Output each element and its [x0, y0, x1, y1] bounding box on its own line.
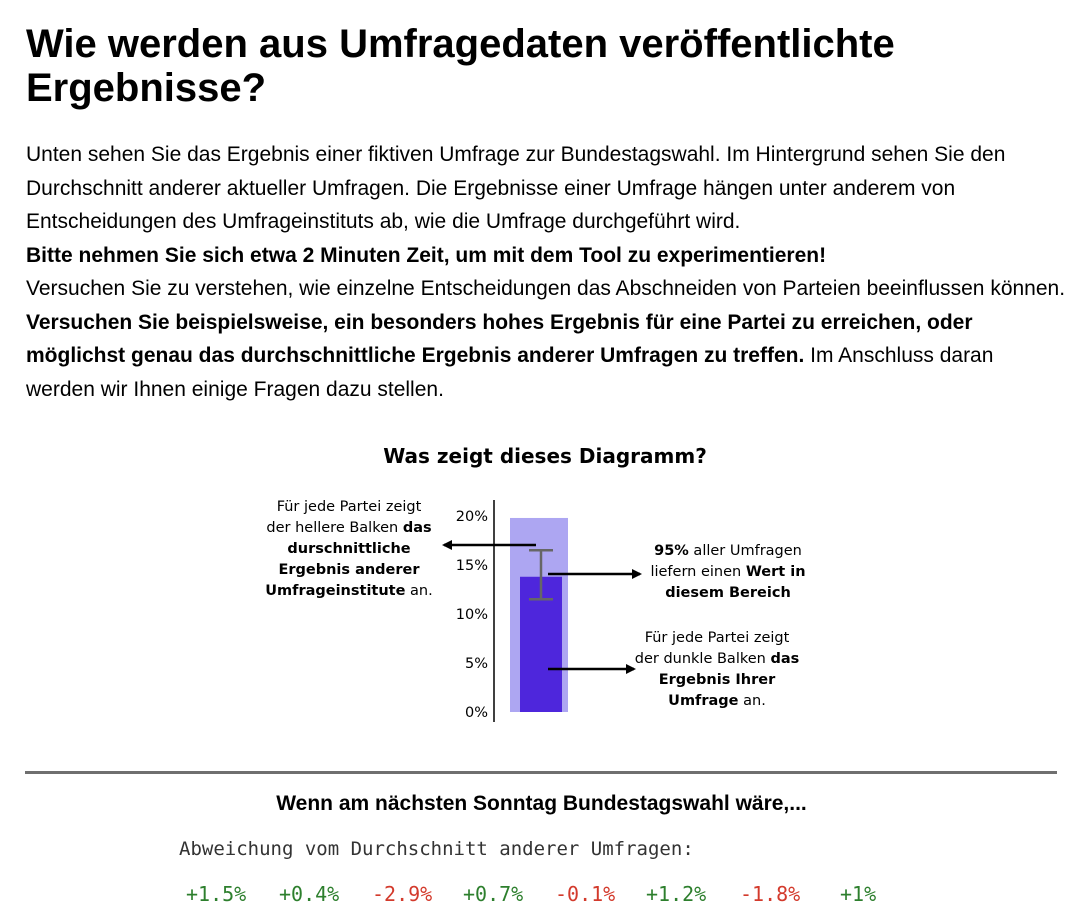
y-axis-ticks: 0% 5% 10% 15% 20%: [456, 509, 488, 721]
light-bar-note-line: Für jede Partei zeigt: [276, 499, 422, 515]
dark-bar-explanation: Für jede Partei zeigt der dunkle Balken …: [617, 628, 817, 712]
y-tick-label: 20%: [456, 509, 488, 525]
range-note-bold: 95%: [654, 543, 689, 559]
dark-bar-note-line: Umfrage an.: [617, 691, 817, 712]
range-note-line: liefern einen Wert in: [628, 562, 828, 583]
light-bar-note-line: Ergebnis anderer: [254, 560, 444, 581]
dark-bar-note-line: Ergebnis Ihrer: [617, 670, 817, 691]
light-bar-note-line: Umfrageinstitute an.: [254, 581, 444, 602]
deviation-value: +1%: [840, 882, 877, 906]
intro-text: Unten sehen Sie das Ergebnis einer fikti…: [26, 138, 1066, 406]
light-bar-note-bold: durschnittliche: [287, 541, 411, 557]
dark-bar-note-text: der dunkle Balken: [634, 651, 771, 667]
intro-task-end: Im Anschluss daran werden wir Ihnen eini…: [26, 344, 994, 401]
dark-bar-note-bold: Ergebnis Ihrer: [658, 672, 776, 688]
diagram-title: Was zeigt dieses Diagramm?: [383, 444, 707, 468]
light-bar-note-text: der hellere Balken: [266, 520, 403, 536]
range-note-bold: diesem Bereich: [665, 585, 791, 601]
light-bar-note-bold: Umfrageinstitute: [265, 583, 406, 599]
intro-task: Versuchen Sie zu verstehen, wie einzelne…: [26, 272, 1066, 406]
section-divider: [25, 771, 1057, 774]
deviation-value: -2.9%: [372, 882, 433, 906]
intro-call-to-action: Bitte nehmen Sie sich etwa 2 Minuten Zei…: [26, 239, 1066, 273]
dark-bar-note-line: Für jede Partei zeigt: [644, 630, 790, 646]
intro-task-start: Versuchen Sie zu verstehen, wie einzelne…: [26, 277, 1066, 300]
y-tick-label: 10%: [456, 607, 488, 623]
y-tick-label: 0%: [465, 705, 488, 721]
y-tick-label: 15%: [456, 558, 488, 574]
intro-paragraph: Unten sehen Sie das Ergebnis einer fikti…: [26, 143, 1006, 233]
deviation-value: +1.5%: [186, 882, 247, 906]
light-bar-note-line: der hellere Balken das: [254, 518, 444, 539]
bars: [510, 517, 568, 712]
range-explanation: 95% aller Umfragen liefern einen Wert in…: [628, 541, 828, 604]
dark-bar-note-line: der dunkle Balken das: [617, 649, 817, 670]
intro-bold-instruction: Bitte nehmen Sie sich etwa 2 Minuten Zei…: [26, 243, 827, 267]
y-tick-label: 5%: [465, 656, 488, 672]
poll-question: Wenn am nächsten Sonntag Bundestagswahl …: [276, 792, 807, 815]
intro-task-bold: Versuchen Sie beispielsweise, ein besond…: [26, 310, 973, 368]
deviation-row: +1.5% +0.4% -2.9% +0.7% -0.1% +1.2% -1.8…: [0, 882, 1090, 912]
range-note-text: aller Umfragen: [688, 543, 802, 559]
light-bar-note-bold: das: [402, 520, 432, 536]
deviation-value: +0.7%: [463, 882, 524, 906]
range-note-line: diesem Bereich: [628, 583, 828, 604]
range-note-line: 95% aller Umfragen: [628, 541, 828, 562]
range-note-bold: Wert in: [745, 564, 806, 580]
dark-bar-note-bold: das: [770, 651, 800, 667]
light-bar-note-text: an.: [405, 583, 433, 599]
deviation-value: +0.4%: [279, 882, 340, 906]
deviation-label: Abweichung vom Durchschnitt anderer Umfr…: [179, 838, 694, 860]
dark-bar-note-text: an.: [738, 693, 766, 709]
range-note-text: liefern einen: [650, 564, 746, 580]
deviation-value: -1.8%: [740, 882, 801, 906]
explanation-diagram: 0% 5% 10% 15% 20%: [442, 500, 642, 722]
light-bar-note-line: durschnittliche: [254, 539, 444, 560]
dark-bar-note-bold: Umfrage: [668, 693, 739, 709]
page-title: Wie werden aus Umfragedaten veröffentlic…: [26, 22, 895, 110]
deviation-value: +1.2%: [646, 882, 707, 906]
deviation-value: -0.1%: [555, 882, 616, 906]
light-bar-explanation: Für jede Partei zeigt der hellere Balken…: [254, 497, 444, 602]
light-bar-note-bold: Ergebnis anderer: [278, 562, 420, 578]
